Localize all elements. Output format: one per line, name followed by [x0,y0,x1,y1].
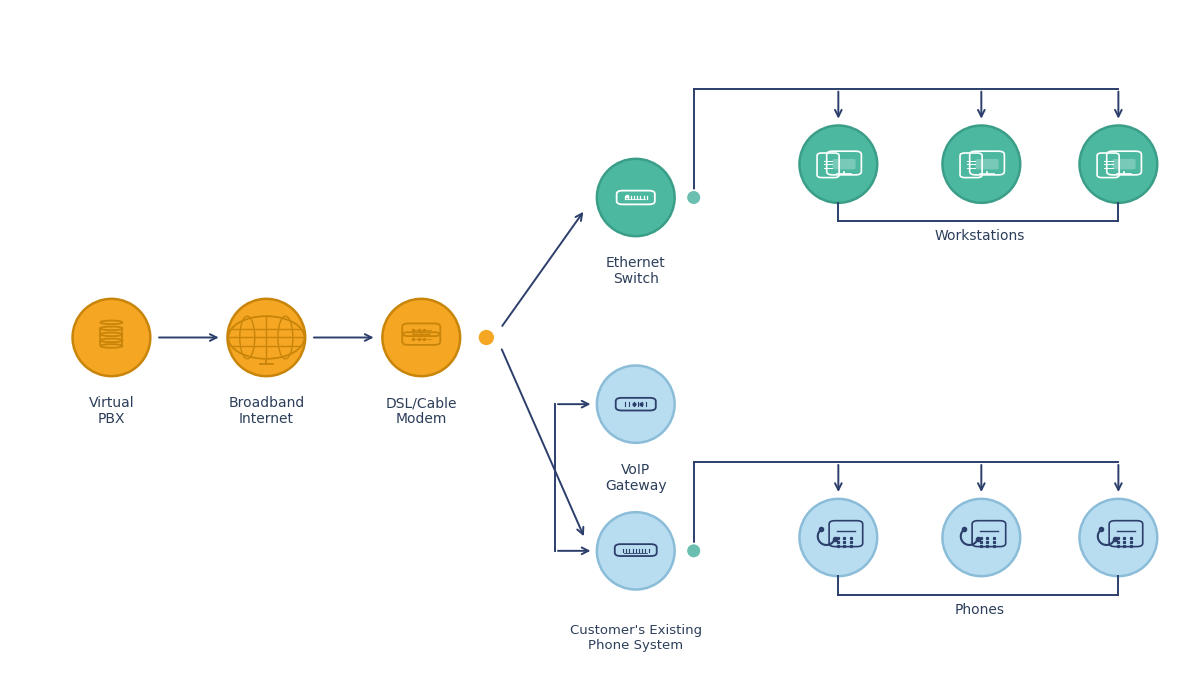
FancyBboxPatch shape [1112,159,1135,169]
FancyBboxPatch shape [976,159,998,169]
Ellipse shape [1080,126,1157,202]
Text: VoIP
Gateway: VoIP Gateway [605,463,666,493]
Ellipse shape [228,299,305,376]
Ellipse shape [596,159,674,236]
Ellipse shape [942,126,1020,202]
Ellipse shape [596,365,674,443]
Ellipse shape [72,299,150,376]
Ellipse shape [686,190,701,205]
Text: DSL/Cable
Modem: DSL/Cable Modem [385,396,457,427]
Ellipse shape [478,329,496,346]
Ellipse shape [383,299,460,376]
Ellipse shape [799,499,877,576]
Text: Phones: Phones [954,603,1004,617]
Ellipse shape [1080,499,1157,576]
FancyBboxPatch shape [833,159,856,169]
Text: Ethernet
Switch: Ethernet Switch [606,256,666,286]
Ellipse shape [799,126,877,202]
Text: Broadband
Internet: Broadband Internet [228,396,305,427]
Ellipse shape [596,512,674,589]
Ellipse shape [942,499,1020,576]
Text: Virtual
PBX: Virtual PBX [89,396,134,427]
Text: Workstations: Workstations [934,230,1025,244]
Ellipse shape [686,543,701,558]
Text: Customer's Existing
Phone System: Customer's Existing Phone System [570,624,702,652]
